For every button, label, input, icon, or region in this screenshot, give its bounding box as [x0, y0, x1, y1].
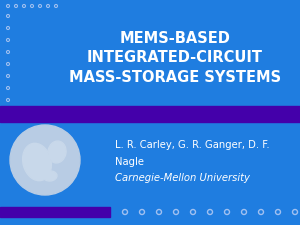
Circle shape — [122, 209, 128, 214]
Circle shape — [7, 74, 10, 77]
Circle shape — [140, 209, 145, 214]
Ellipse shape — [22, 143, 51, 181]
Ellipse shape — [43, 171, 57, 181]
Circle shape — [7, 38, 10, 41]
Circle shape — [242, 209, 247, 214]
Circle shape — [46, 4, 50, 7]
Circle shape — [224, 209, 230, 214]
Circle shape — [275, 209, 281, 214]
Circle shape — [7, 63, 10, 65]
Circle shape — [259, 209, 263, 214]
Bar — [0, 207, 110, 217]
Text: L. R. Carley, G. R. Ganger, D. F.: L. R. Carley, G. R. Ganger, D. F. — [115, 140, 270, 150]
Circle shape — [7, 99, 10, 101]
Circle shape — [14, 4, 17, 7]
Circle shape — [38, 4, 41, 7]
Circle shape — [55, 4, 58, 7]
Circle shape — [7, 27, 10, 29]
Circle shape — [7, 14, 10, 18]
Bar — [0, 106, 300, 122]
Circle shape — [22, 4, 26, 7]
Circle shape — [173, 209, 178, 214]
Circle shape — [157, 209, 161, 214]
Circle shape — [7, 50, 10, 54]
Circle shape — [7, 86, 10, 90]
Circle shape — [7, 4, 10, 7]
Circle shape — [31, 4, 34, 7]
Circle shape — [190, 209, 196, 214]
Circle shape — [208, 209, 212, 214]
Text: Nagle: Nagle — [115, 157, 144, 167]
Text: MEMS-BASED
INTEGRATED-CIRCUIT
MASS-STORAGE SYSTEMS: MEMS-BASED INTEGRATED-CIRCUIT MASS-STORA… — [69, 31, 281, 85]
Circle shape — [292, 209, 298, 214]
Text: Carnegie-Mellon University: Carnegie-Mellon University — [115, 173, 250, 183]
Circle shape — [10, 125, 80, 195]
Ellipse shape — [48, 141, 66, 163]
